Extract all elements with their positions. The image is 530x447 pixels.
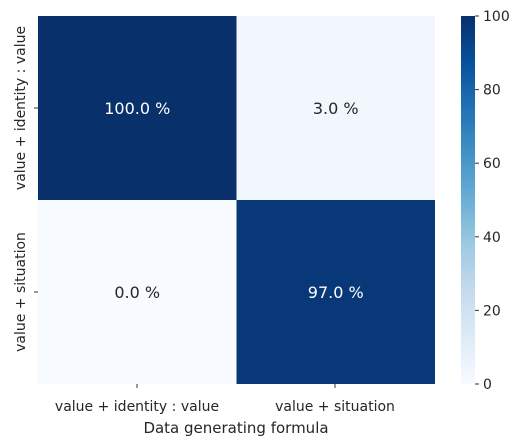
colorbar-tick-label: 60 [483, 156, 501, 172]
cell-value-label: 97.0 % [308, 283, 364, 302]
colorbar-tick-label: 80 [483, 83, 501, 99]
cell-value-label: 100.0 % [104, 99, 170, 118]
colorbar-ticks: 0 20 40 60 80 100 [475, 9, 510, 393]
cell-labels: 100.0 % 3.0 % 0.0 % 97.0 % [104, 99, 364, 302]
cell-value-label: 3.0 % [313, 99, 359, 118]
colorbar-tick-label: 20 [483, 303, 501, 319]
heatmap-cell [236, 200, 435, 384]
heatmap-cell [236, 16, 435, 200]
colorbar-tick-label: 100 [483, 9, 510, 25]
heatmap-cells [38, 16, 435, 384]
heatmap-cell [38, 16, 237, 200]
y-tick-label: value + situation [13, 232, 29, 352]
x-axis: value + identity : value value + situati… [55, 384, 395, 437]
colorbar-tick-label: 0 [483, 377, 492, 393]
x-axis-label: Data generating formula [143, 419, 328, 437]
heatmap-cell [38, 200, 237, 384]
colorbar: 0 20 40 60 80 100 [461, 9, 510, 393]
y-axis: value + identity : value value + situati… [13, 26, 38, 352]
x-tick-label: value + identity : value [55, 399, 219, 415]
colorbar-tick-label: 40 [483, 230, 501, 246]
colorbar-gradient [461, 16, 475, 384]
x-tick-label: value + situation [275, 399, 395, 415]
cell-value-label: 0.0 % [114, 283, 160, 302]
y-tick-label: value + identity : value [13, 26, 29, 190]
